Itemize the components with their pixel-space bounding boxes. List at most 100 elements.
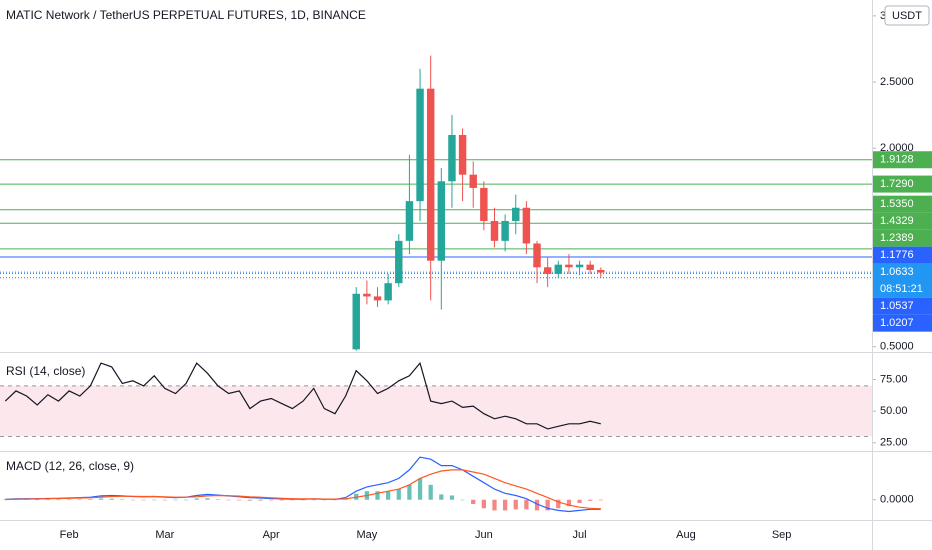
candle-body	[426, 88, 435, 261]
macd-histogram-bar	[577, 499, 582, 503]
candle-body	[554, 264, 563, 274]
macd-histogram-bar	[502, 499, 508, 511]
x-tick-label: Jul	[573, 529, 587, 541]
macd-histogram-bar	[588, 499, 593, 501]
macd-histogram-bar	[428, 484, 433, 500]
macd-histogram-bar	[88, 499, 93, 500]
macd-line	[5, 469, 601, 510]
macd-histogram-bar	[237, 499, 242, 501]
price-level-label: 1.0207	[880, 317, 914, 329]
price-level-label: 1.0633	[880, 266, 914, 278]
candle-body	[480, 187, 488, 221]
price-level-box	[873, 151, 932, 169]
candle-body	[533, 243, 541, 268]
macd-histogram-bar	[173, 499, 178, 501]
candle-body	[522, 207, 531, 244]
macd-histogram-bar	[556, 499, 561, 509]
y-tick-label: 0.0000	[880, 494, 914, 506]
macd-histogram-bar	[407, 484, 412, 500]
x-tick-label: Mar	[155, 529, 174, 541]
candle-body	[437, 181, 446, 261]
macd-histogram-bar	[98, 498, 104, 500]
candle-body	[405, 201, 414, 241]
candle-body	[448, 134, 456, 182]
macd-histogram-bar	[141, 499, 146, 501]
price-level-label: 1.0537	[880, 300, 914, 312]
macd-histogram-bar	[300, 499, 306, 501]
macd-histogram-bar	[45, 499, 50, 501]
candle-body	[597, 269, 605, 273]
macd-histogram-bar	[460, 499, 465, 501]
rsi-line	[4, 361, 601, 430]
y-tick-label: 75.00	[880, 373, 908, 385]
price-level-label: 1.1776	[880, 249, 914, 261]
price-level-box	[873, 297, 932, 315]
currency-box	[884, 5, 930, 26]
macd-histogram-bar	[183, 499, 189, 501]
macd-histogram-bar	[247, 499, 253, 501]
candle-body	[352, 293, 360, 350]
price-level-box	[873, 246, 932, 264]
price-level-box	[873, 263, 932, 298]
candle-body	[395, 240, 403, 284]
macd-histogram-bar	[534, 499, 540, 511]
rsi-title: RSI (14, close)	[6, 364, 85, 378]
candle-body	[384, 283, 392, 301]
y-tick-label: 0.5000	[880, 341, 914, 353]
candle-body	[575, 264, 584, 268]
macd-histogram-bar	[332, 499, 338, 501]
rsi-band	[0, 385, 872, 437]
macd-histogram-bar	[386, 491, 391, 500]
price-level-label: 1.2389	[880, 232, 914, 244]
price-level-box	[873, 195, 932, 213]
price-level-label: 1.5350	[880, 198, 914, 210]
macd-histogram-bar	[513, 499, 518, 510]
price-level-box	[873, 212, 932, 230]
price-level-label: 1.9128	[880, 154, 914, 166]
macd-histogram-bar	[66, 499, 72, 501]
price-level-box	[873, 314, 932, 332]
candle-body	[490, 220, 499, 241]
macd-histogram-bar	[258, 499, 263, 501]
macd-histogram-bar	[449, 495, 455, 500]
macd-histogram-bar	[545, 499, 550, 511]
price-level-label: 1.7290	[880, 178, 914, 190]
macd-histogram-bar	[130, 499, 136, 501]
macd-histogram-bar	[311, 499, 316, 501]
macd-histogram-bar	[598, 499, 603, 501]
x-tick-label: Feb	[60, 529, 79, 541]
countdown: 08:51:21	[880, 283, 923, 295]
price-level-label: 1.4329	[880, 215, 914, 227]
macd-histogram-bar	[492, 499, 497, 511]
macd-histogram-bar	[56, 499, 61, 501]
macd-histogram-bar	[290, 499, 295, 501]
macd-histogram-bar	[109, 498, 114, 500]
candle-body	[565, 264, 573, 268]
macd-histogram-bar	[417, 478, 423, 500]
macd-histogram-bar	[566, 499, 572, 507]
y-tick-label: 3	[880, 10, 886, 22]
macd-histogram-bar	[481, 499, 486, 509]
macd-histogram-bar	[35, 499, 40, 501]
candle-body	[586, 264, 594, 270]
macd-histogram-bar	[226, 499, 231, 501]
macd-histogram-bar	[524, 499, 529, 510]
macd-histogram-bar	[152, 499, 157, 501]
candle-body	[469, 174, 477, 188]
price-level-box	[873, 175, 932, 193]
x-tick-label: Aug	[676, 529, 696, 541]
macd-histogram-bar	[396, 489, 401, 500]
x-tick-label: Apr	[263, 529, 280, 541]
y-tick-label: 2.5000	[880, 76, 914, 88]
x-tick-label: May	[356, 529, 377, 541]
candle-body	[458, 134, 467, 175]
chart-title: MATIC Network / TetherUS PERPETUAL FUTUR…	[6, 8, 366, 22]
macd-histogram-bar	[439, 494, 444, 500]
y-tick-label: 25.00	[880, 437, 908, 449]
x-tick-label: Sep	[772, 529, 792, 541]
macd-title: MACD (12, 26, close, 9)	[6, 459, 134, 473]
macd-histogram-bar	[77, 499, 82, 500]
macd-histogram-bar	[375, 491, 380, 500]
